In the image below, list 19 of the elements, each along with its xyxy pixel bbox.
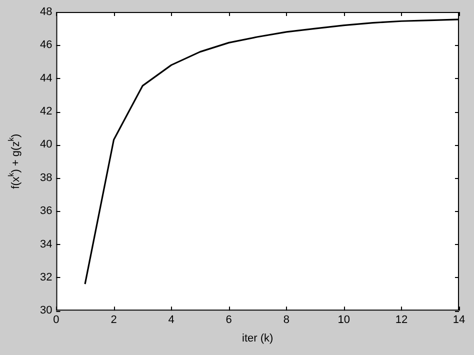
x-axis-title: iter (k) bbox=[242, 332, 274, 344]
x-tick-label: 6 bbox=[226, 314, 232, 326]
y-tick-label: 32 bbox=[40, 271, 52, 284]
x-tick-label: 0 bbox=[53, 314, 60, 326]
y-tick-label: 42 bbox=[40, 106, 52, 118]
y-tick-label: 44 bbox=[40, 72, 52, 84]
y-tick-label: 40 bbox=[40, 138, 52, 151]
x-tick-label: 12 bbox=[395, 314, 408, 326]
x-tick-label: 2 bbox=[110, 314, 117, 326]
y-tick-label: 34 bbox=[40, 238, 52, 250]
y-tick-label: 38 bbox=[40, 172, 52, 184]
x-tick-label: 4 bbox=[168, 314, 174, 326]
y-tick-label: 48 bbox=[40, 6, 52, 18]
y-tick-label: 36 bbox=[40, 205, 52, 218]
x-tick-label: 8 bbox=[283, 314, 290, 326]
y-tick-label: 46 bbox=[40, 39, 52, 52]
x-tick-label: 10 bbox=[338, 314, 350, 326]
x-tick-label: 14 bbox=[452, 314, 466, 326]
y-tick-label: 30 bbox=[40, 304, 52, 317]
